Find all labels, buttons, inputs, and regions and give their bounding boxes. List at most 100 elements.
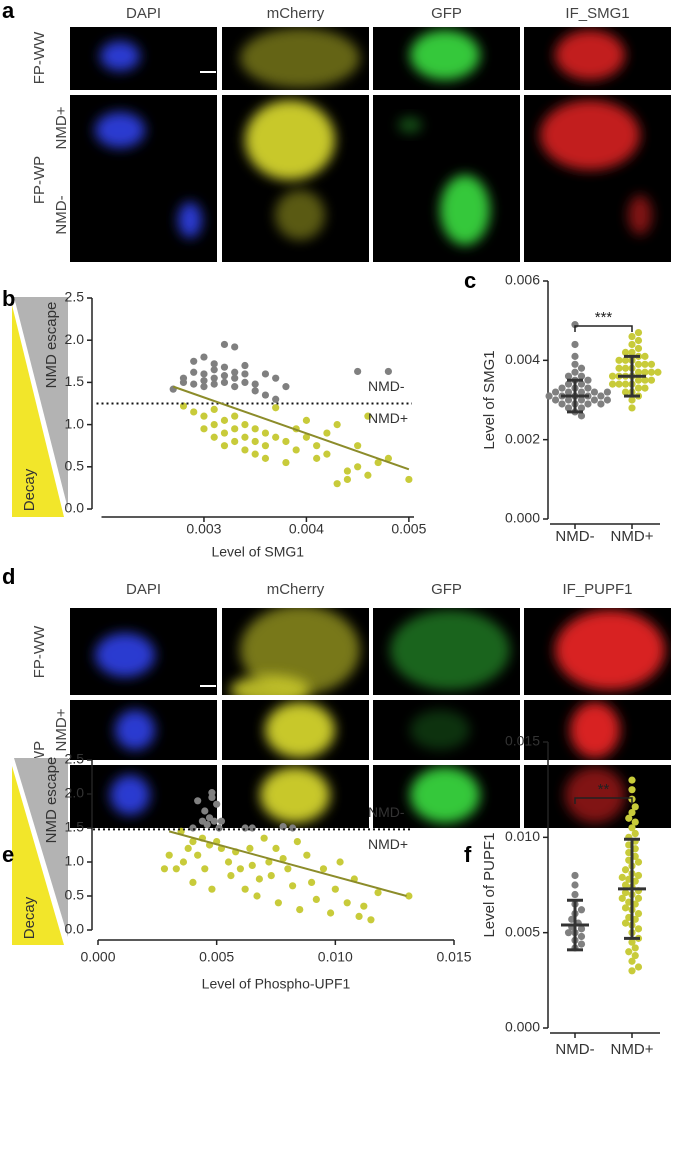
panel-letter: c (464, 268, 476, 293)
point (308, 878, 316, 887)
dot (634, 925, 643, 933)
dot (603, 388, 612, 396)
point (313, 454, 321, 462)
point (220, 416, 229, 424)
micrograph (70, 95, 217, 262)
dot (571, 352, 579, 360)
cells (410, 767, 480, 823)
point (367, 916, 375, 924)
point (220, 340, 229, 349)
point (272, 374, 280, 382)
dot (647, 360, 656, 368)
point (231, 425, 239, 433)
point (231, 412, 239, 420)
point (405, 892, 413, 900)
point (208, 789, 216, 797)
dot (571, 360, 579, 368)
point (201, 807, 209, 815)
point (384, 454, 392, 462)
dot (608, 380, 617, 388)
x-tick-label: 0.005 (199, 949, 234, 965)
point (210, 360, 218, 368)
dot (590, 396, 599, 404)
point (251, 380, 259, 388)
point (210, 433, 218, 441)
cell (240, 608, 360, 695)
point (210, 817, 218, 825)
point (296, 906, 304, 914)
cell (565, 767, 625, 823)
threshold-label: NMD- (368, 804, 405, 820)
point (251, 387, 259, 395)
point (248, 861, 256, 870)
point (302, 433, 311, 441)
point (241, 824, 249, 832)
cells (410, 710, 470, 750)
column-header: DAPI (126, 581, 161, 598)
y-tick-label: 0.010 (505, 828, 540, 844)
point (355, 912, 363, 921)
dot (564, 380, 573, 388)
point (261, 391, 270, 399)
point (160, 865, 169, 873)
point (220, 378, 229, 386)
cell (245, 100, 335, 180)
y-tick-label: 1.0 (65, 853, 85, 869)
dot (628, 776, 636, 784)
point (251, 450, 259, 458)
cells (245, 100, 335, 240)
dot (603, 396, 612, 404)
point (292, 446, 300, 454)
dot (641, 360, 649, 368)
dot (618, 894, 626, 902)
point (224, 858, 233, 866)
cell (95, 112, 145, 148)
y-tick-label: 2.5 (65, 289, 85, 305)
fit-line (168, 830, 407, 897)
point (374, 889, 382, 897)
point (354, 463, 362, 471)
cells (570, 702, 620, 758)
micrograph (524, 95, 671, 262)
dot (621, 889, 630, 897)
dot (631, 818, 639, 826)
micrograph-bg (373, 95, 520, 262)
point (313, 442, 321, 450)
cell (555, 30, 625, 80)
dot (628, 808, 636, 817)
micrograph (373, 608, 520, 695)
annotation: NMD escape (43, 757, 60, 844)
point (261, 442, 270, 450)
point (260, 834, 268, 842)
dot (577, 388, 586, 396)
x-tick-label: NMD+ (611, 528, 654, 545)
dot (628, 396, 636, 404)
dot (621, 356, 630, 364)
dot (634, 871, 643, 880)
column-header: DAPI (126, 5, 161, 22)
dot (558, 400, 566, 408)
dot (590, 388, 599, 396)
point (241, 885, 249, 893)
y-tick-label: 0.0 (65, 500, 85, 516)
dot (577, 925, 586, 933)
micrograph (70, 765, 217, 828)
point (190, 380, 198, 388)
point (251, 437, 259, 446)
dot (551, 388, 560, 396)
x-axis-title: Level of Phospho-UPF1 (202, 976, 351, 992)
dot (634, 360, 643, 368)
point (360, 902, 368, 910)
escape-wedge (14, 758, 68, 937)
column-header: GFP (431, 581, 462, 598)
point (326, 909, 335, 917)
point (200, 370, 208, 378)
panel-letter: f (464, 842, 472, 867)
point (241, 433, 249, 441)
dot (647, 368, 656, 376)
dot (634, 344, 643, 353)
point (241, 421, 249, 429)
significance: ** (598, 781, 610, 798)
dot (571, 368, 579, 376)
point (261, 429, 270, 437)
